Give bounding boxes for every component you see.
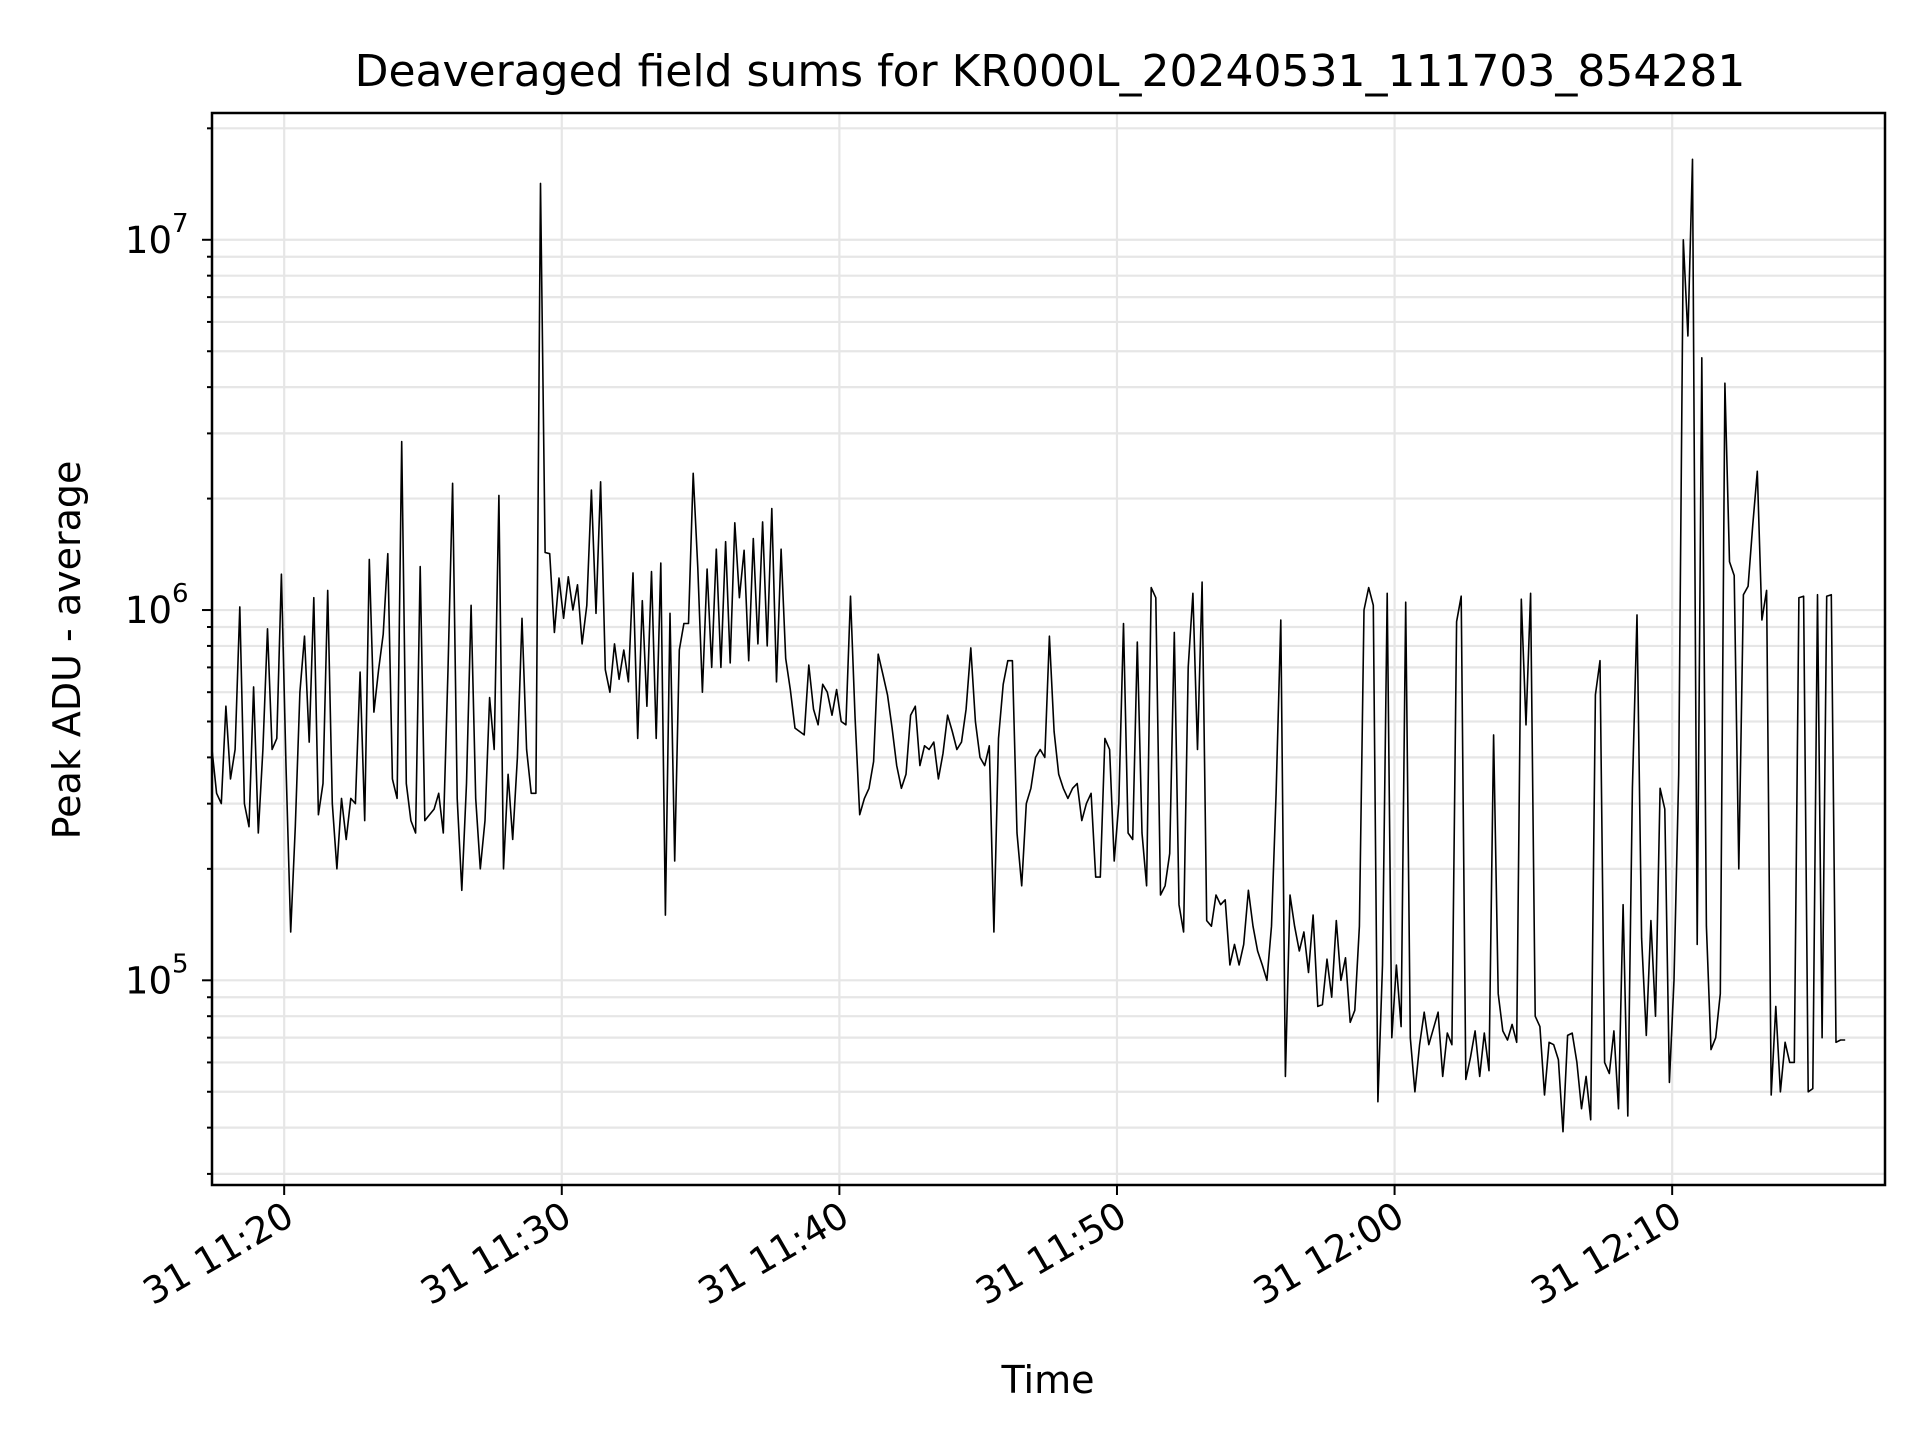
y-tick-label-base: 10 — [125, 589, 172, 632]
chart-title: Deaveraged field sums for KR000L_2024053… — [355, 46, 1746, 97]
series-line-0 — [211, 158, 1846, 1133]
y-tick-label-base: 10 — [125, 959, 172, 1002]
y-tick-label-base: 10 — [125, 219, 172, 262]
plot-frame — [210, 111, 1887, 1187]
y-axis-label: Peak ADU - average — [45, 461, 89, 840]
y-tick-label-exp: 7 — [172, 209, 189, 239]
y-tick-label-exp: 5 — [172, 949, 189, 979]
y-tick-label: 10 — [125, 959, 172, 1002]
y-tick-label-exp: 6 — [172, 579, 189, 609]
y-tick-label: 10 — [125, 589, 172, 632]
y-tick-label: 10 — [125, 219, 172, 262]
x-axis-label: Time — [1001, 1358, 1095, 1402]
